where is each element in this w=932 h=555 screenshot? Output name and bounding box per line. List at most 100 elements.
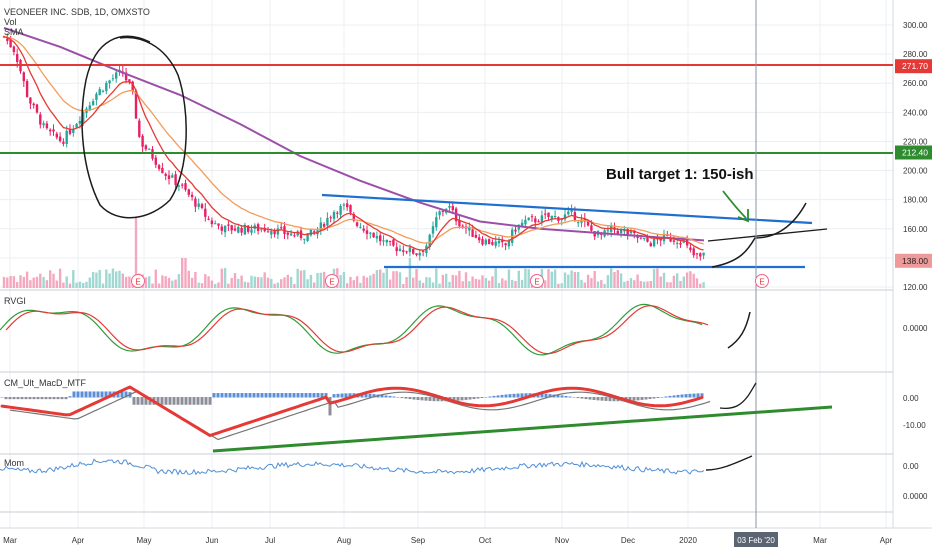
macd-hist-bar <box>560 395 564 398</box>
macd-hist-bar <box>88 391 92 398</box>
macd-hist-bar <box>140 397 144 405</box>
macd-hist-bar <box>588 397 592 400</box>
macd-hist-bar <box>420 397 424 401</box>
volume-bar <box>164 276 167 288</box>
candle-body <box>652 239 656 247</box>
candle-body <box>699 253 702 257</box>
candle-body <box>247 225 250 232</box>
macd-hist-bar <box>4 397 8 400</box>
volume-bar <box>118 270 121 288</box>
macd-hist-bar <box>236 393 240 398</box>
volume-bar <box>448 281 451 288</box>
time-highlight-box <box>734 532 778 547</box>
macd-hist-bar <box>692 393 696 398</box>
earnings-marker[interactable] <box>325 274 339 288</box>
macd-hist-bar <box>0 397 4 398</box>
macd-hist-bar <box>380 394 384 398</box>
candle-body <box>339 205 342 215</box>
volume-bar <box>233 273 237 288</box>
macd-hist-bar <box>332 394 336 398</box>
candle-body <box>243 224 247 235</box>
volume-bar <box>35 276 39 288</box>
candle-body <box>270 231 273 235</box>
descending-trendline[interactable] <box>321 193 813 225</box>
candle-body <box>322 224 326 227</box>
price-tag-label: 271.70 <box>902 61 928 71</box>
volume-bar <box>174 279 177 288</box>
macd-hist-bar <box>472 397 476 400</box>
earnings-marker[interactable] <box>755 274 769 288</box>
projection-line[interactable] <box>707 228 828 242</box>
macd-hist-bar <box>52 397 56 400</box>
candle-body <box>359 226 362 228</box>
macd-hist-bar <box>512 393 516 398</box>
volume-bar <box>12 276 16 288</box>
macd-hist-bar <box>84 391 88 398</box>
volume-bar <box>187 270 190 288</box>
volume-bar <box>289 276 293 288</box>
candle-body <box>487 239 491 245</box>
volume-bar <box>666 282 669 288</box>
volume-bar <box>306 279 309 288</box>
macd-hist-bar <box>492 395 496 398</box>
candle-body <box>491 242 494 245</box>
time-axis-labels: Mar Apr May Jun Jul Aug Sep Oct Nov Dec 2020 03 Feb… <box>3 532 893 547</box>
macd-hist-bar <box>244 393 248 398</box>
volume-bar <box>32 277 35 288</box>
volume-bar <box>504 280 507 288</box>
macd-green-trendline[interactable] <box>212 405 833 453</box>
price-candles[interactable] <box>2 33 705 261</box>
volume-bar <box>276 282 280 288</box>
macd-hist-bar <box>124 391 128 398</box>
price-tick-label: 300.00 <box>903 21 928 30</box>
symbol-title: VEONEER INC. SDB, 1D, OMXSTO <box>4 7 150 17</box>
volume-bar <box>507 269 511 288</box>
candle-body <box>194 198 197 207</box>
candle-body <box>547 212 550 218</box>
candle-body <box>138 120 141 137</box>
volume-legend: Vol <box>4 17 17 27</box>
earnings-marker[interactable] <box>131 274 145 288</box>
candle-body <box>299 230 303 239</box>
candle-body <box>181 184 184 186</box>
candle-body <box>131 81 134 91</box>
macd-hist-bar <box>392 396 396 398</box>
candle-body <box>237 226 240 233</box>
candle-body <box>65 130 68 145</box>
macd-hist-bar <box>68 396 72 398</box>
volume-bar <box>65 276 68 288</box>
candle-body <box>395 247 398 252</box>
candle-body <box>289 233 293 236</box>
macd-hist-bar <box>428 397 432 401</box>
candle-body <box>101 90 105 92</box>
volume-bar <box>639 281 643 288</box>
volume-bar <box>478 279 481 288</box>
candle-body <box>544 213 547 215</box>
macd-hist-bar <box>316 393 320 398</box>
volume-bar <box>398 272 402 288</box>
macd-hist-bar <box>400 397 404 399</box>
volume-bar <box>29 280 32 288</box>
candle-body <box>95 93 98 101</box>
candle-body <box>415 253 418 256</box>
macd-hist-bar <box>16 397 20 400</box>
candle-body <box>144 145 148 150</box>
earnings-marker[interactable] <box>530 274 544 288</box>
macd-hist-bar <box>592 397 596 400</box>
rvgi-signal-line <box>0 303 703 356</box>
macd-hist-bar <box>56 397 60 400</box>
macd-hist-bar <box>600 397 604 401</box>
mom-legend: Mom <box>4 458 24 468</box>
candle-body <box>210 220 214 225</box>
candle-body <box>458 220 461 227</box>
candle-body <box>392 239 395 246</box>
macd-hist-bar <box>216 393 220 398</box>
volume-bar <box>441 274 445 288</box>
volume-bar <box>494 268 497 288</box>
macd-hist-bar <box>92 391 96 398</box>
volume-bar <box>105 269 108 288</box>
volume-bar <box>544 280 547 288</box>
bull-target-annotation[interactable]: Bull target 1: 150-ish <box>606 166 754 183</box>
